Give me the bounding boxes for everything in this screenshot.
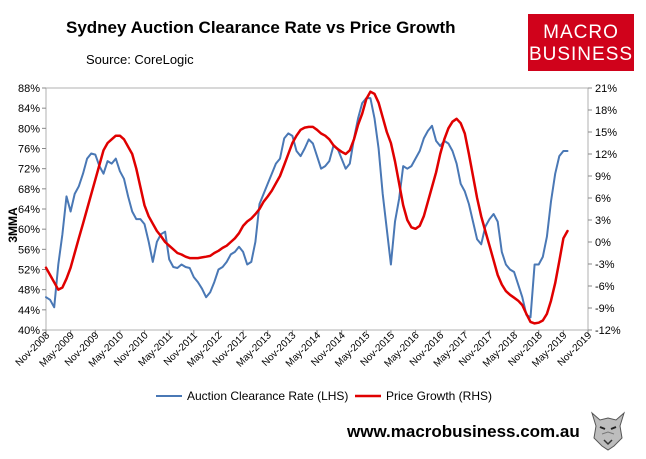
- legend-label-price-growth: Price Growth (RHS): [386, 389, 492, 403]
- y-axis-label: 3MMA: [6, 207, 20, 243]
- right-tick-label: -9%: [595, 303, 615, 315]
- right-tick-label: 9%: [595, 171, 611, 183]
- website-url: www.macrobusiness.com.au: [346, 422, 580, 441]
- left-tick-label: 64%: [18, 204, 40, 216]
- macrobusiness-logo: MACRO BUSINESS: [528, 14, 634, 71]
- right-tick-label: -6%: [595, 281, 615, 293]
- left-tick-label: 44%: [18, 305, 40, 317]
- right-tick-label: 18%: [595, 105, 617, 117]
- plot-area: [45, 87, 589, 331]
- left-tick-label: 40%: [18, 325, 40, 337]
- chart-source: Source: CoreLogic: [86, 52, 194, 67]
- left-tick-label: 48%: [18, 285, 40, 297]
- legend: Auction Clearance Rate (LHS) Price Growt…: [156, 389, 492, 403]
- logo-background: [528, 14, 634, 71]
- series-lines: [44, 90, 569, 325]
- left-tick-label: 60%: [18, 224, 40, 236]
- right-tick-label: 6%: [595, 193, 611, 205]
- left-tick-label: 80%: [18, 123, 40, 135]
- right-tick-label: 3%: [595, 215, 611, 227]
- right-tick-label: -12%: [595, 325, 621, 337]
- right-tick-label: -3%: [595, 259, 615, 271]
- right-tick-label: 15%: [595, 127, 617, 139]
- logo-line1: MACRO: [543, 22, 619, 43]
- left-tick-label: 68%: [18, 184, 40, 196]
- series-line-clearance-rate: [45, 97, 569, 319]
- wolf-logo-icon: [591, 411, 625, 451]
- logo-line2: BUSINESS: [529, 44, 633, 65]
- x-axis-ticks: Nov-2008May-2009Nov-2009May-2010Nov-2010…: [14, 330, 594, 370]
- series-line-price-growth: [44, 90, 569, 325]
- chart-title: Sydney Auction Clearance Rate vs Price G…: [66, 18, 456, 37]
- right-tick-label: 21%: [595, 83, 617, 95]
- left-tick-label: 88%: [18, 83, 40, 95]
- left-tick-label: 52%: [18, 265, 40, 277]
- left-axis-ticks: 40% 44% 48% 52% 56% 60% 64% 68% 72% 76% 80% 84% 88%: [18, 83, 46, 337]
- left-tick-label: 76%: [18, 144, 40, 156]
- right-tick-label: 12%: [595, 149, 617, 161]
- plot-border: [45, 87, 589, 331]
- left-tick-label: 84%: [18, 103, 40, 115]
- left-tick-label: 72%: [18, 164, 40, 176]
- left-tick-label: 56%: [18, 244, 40, 256]
- right-axis-ticks: -12% -9% -6% -3% 0% 3% 6% 9% 12% 15% 18% 21%: [588, 83, 621, 337]
- right-tick-label: 0%: [595, 237, 611, 249]
- legend-label-clearance: Auction Clearance Rate (LHS): [187, 389, 348, 403]
